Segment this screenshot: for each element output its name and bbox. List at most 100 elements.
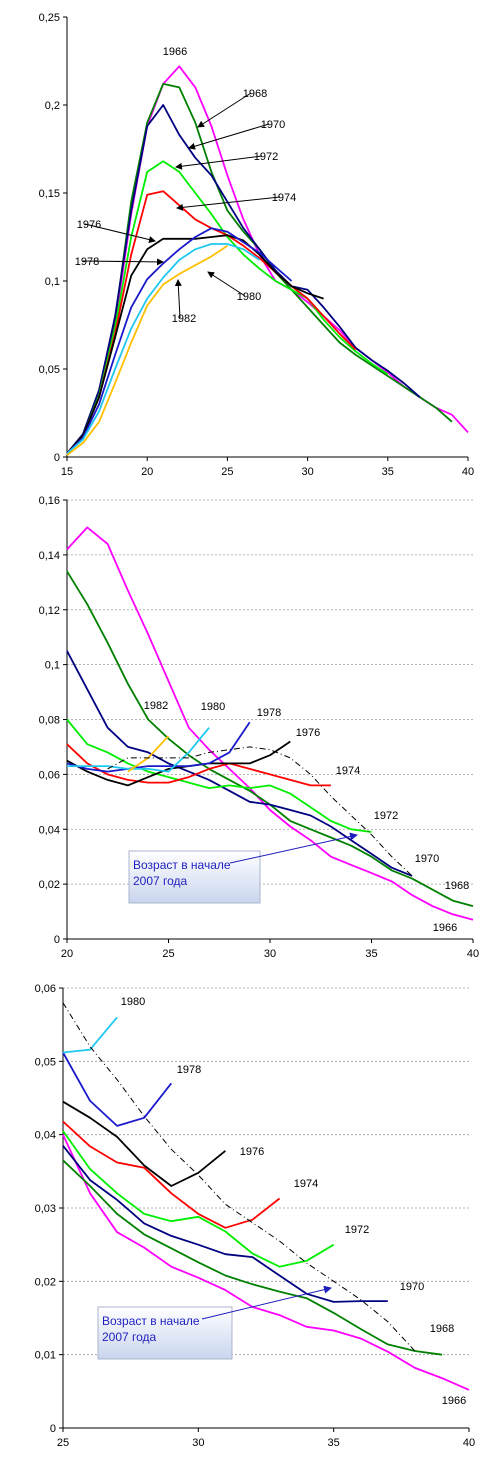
note-arrow — [201, 1285, 332, 1320]
series-line-1976 — [62, 1100, 226, 1187]
y-tick-label: 0,2 — [45, 100, 60, 112]
series-line-1968 — [62, 1159, 443, 1356]
y-tick-label: 0,02 — [39, 879, 60, 891]
series-label-1980: 1980 — [201, 701, 225, 713]
y-tick-label: 0 — [50, 1423, 56, 1435]
series-label-1974: 1974 — [336, 765, 360, 777]
series-label-1970: 1970 — [261, 119, 285, 131]
y-tick-label: 0,15 — [39, 188, 60, 200]
label-arrow — [207, 271, 246, 297]
x-tick-label: 40 — [462, 466, 474, 478]
x-tick-label: 25 — [162, 948, 174, 960]
series-label-1978: 1978 — [257, 707, 281, 719]
label-arrow — [174, 279, 182, 319]
note-text: Возраст в начале — [133, 858, 231, 872]
series-label-1976: 1976 — [240, 1146, 264, 1158]
series-label-1966: 1966 — [433, 922, 457, 934]
series-label-1970: 1970 — [400, 1281, 424, 1293]
x-tick-label: 40 — [463, 1437, 475, 1449]
label-arrow — [82, 258, 164, 266]
x-tick-label: 35 — [328, 1437, 340, 1449]
series-label-1972: 1972 — [345, 1224, 369, 1236]
series-label-1968: 1968 — [430, 1323, 454, 1335]
y-tick-label: 0,25 — [39, 12, 60, 24]
series-line-1978 — [66, 721, 251, 773]
x-tick-label: 30 — [192, 1437, 204, 1449]
series-label-1966: 1966 — [442, 1395, 466, 1407]
chart-fertility-from-25: 0 0,01 0,02 0,03 0,04 0,05 0,06 25 30 35 40 1966 196… — [35, 983, 476, 1449]
note-text: 2007 года — [133, 874, 188, 888]
series-line-age-2007 — [62, 1002, 416, 1352]
series-label-1972: 1972 — [254, 151, 278, 163]
series-label-1972: 1972 — [374, 810, 398, 822]
series-label-1980: 1980 — [121, 996, 145, 1008]
label-arrow — [176, 196, 281, 211]
series-label-1976: 1976 — [296, 727, 320, 739]
series-line-1980 — [62, 1016, 118, 1054]
series-line-1978 — [62, 1052, 173, 1127]
series-line-1972 — [66, 160, 389, 455]
series-label-1978: 1978 — [177, 1064, 201, 1076]
chart-fertility-from-20: 0 0,02 0,04 0,06 0,08 0,1 0,12 0,14 0,16 20 25 30 35… — [39, 495, 480, 960]
y-tick-label: 0,14 — [39, 550, 60, 562]
series-label-1980: 1980 — [237, 291, 261, 303]
y-tick-label: 0,1 — [45, 660, 60, 672]
series-line-1980 — [67, 727, 210, 773]
x-tick-label: 25 — [221, 466, 233, 478]
y-tick-label: 0,06 — [35, 983, 56, 995]
series-line-1968 — [66, 570, 474, 907]
y-tick-label: 0 — [54, 934, 60, 946]
series-label-1978: 1978 — [75, 256, 99, 268]
series-label-1966: 1966 — [163, 46, 187, 58]
x-tick-label: 35 — [365, 948, 377, 960]
series-line-1974 — [66, 743, 331, 787]
x-tick-label: 30 — [264, 948, 276, 960]
series-label-1982: 1982 — [144, 700, 168, 712]
chart-fertility-by-age-all: 0 0,05 0,1 0,15 0,2 0,25 15 20 25 30 35 40 1966 1968 1… — [39, 12, 475, 478]
y-tick-label: 0,1 — [45, 276, 60, 288]
y-tick-label: 0,02 — [35, 1276, 56, 1288]
series-line-1970 — [62, 1145, 388, 1303]
series-line-1974 — [62, 1120, 281, 1229]
series-line-1972 — [62, 1130, 335, 1268]
series-line-1978 — [66, 227, 293, 455]
series-line-1976 — [66, 234, 324, 455]
note-box — [97, 1306, 233, 1360]
note-text: 2007 года — [102, 1330, 157, 1344]
note-text: Возраст в начале — [102, 1314, 200, 1328]
series-label-1968: 1968 — [243, 88, 267, 100]
series-line-1972 — [66, 718, 372, 833]
label-arrow — [188, 123, 270, 150]
label-arrow — [84, 223, 156, 243]
y-tick-label: 0,08 — [39, 715, 60, 727]
y-tick-label: 0 — [54, 452, 60, 464]
y-tick-label: 0,06 — [39, 769, 60, 781]
x-tick-label: 20 — [61, 948, 73, 960]
series-label-1970: 1970 — [415, 853, 439, 865]
y-tick-label: 0,04 — [35, 1130, 56, 1142]
series-label-1974: 1974 — [294, 1178, 318, 1190]
y-tick-label: 0,16 — [39, 495, 60, 507]
note-box — [128, 850, 261, 904]
series-line-1976 — [66, 740, 291, 787]
y-tick-label: 0,05 — [35, 1056, 56, 1068]
series-label-1974: 1974 — [272, 192, 296, 204]
x-tick-label: 25 — [57, 1437, 69, 1449]
y-tick-label: 0,01 — [35, 1350, 56, 1362]
x-tick-label: 20 — [141, 466, 153, 478]
y-tick-label: 0,12 — [39, 605, 60, 617]
label-arrow — [175, 155, 263, 170]
series-line-1970 — [66, 104, 421, 455]
y-tick-label: 0,03 — [35, 1203, 56, 1215]
series-line-age-2007 — [107, 746, 413, 877]
y-tick-label: 0,05 — [39, 364, 60, 376]
series-line-1966 — [62, 1134, 470, 1391]
series-line-1982 — [66, 245, 228, 456]
series-label-1976: 1976 — [77, 219, 101, 231]
series-label-1982: 1982 — [172, 313, 196, 325]
x-tick-label: 35 — [382, 466, 394, 478]
x-tick-label: 30 — [301, 466, 313, 478]
x-tick-label: 15 — [61, 466, 73, 478]
series-line-1980 — [66, 243, 260, 455]
